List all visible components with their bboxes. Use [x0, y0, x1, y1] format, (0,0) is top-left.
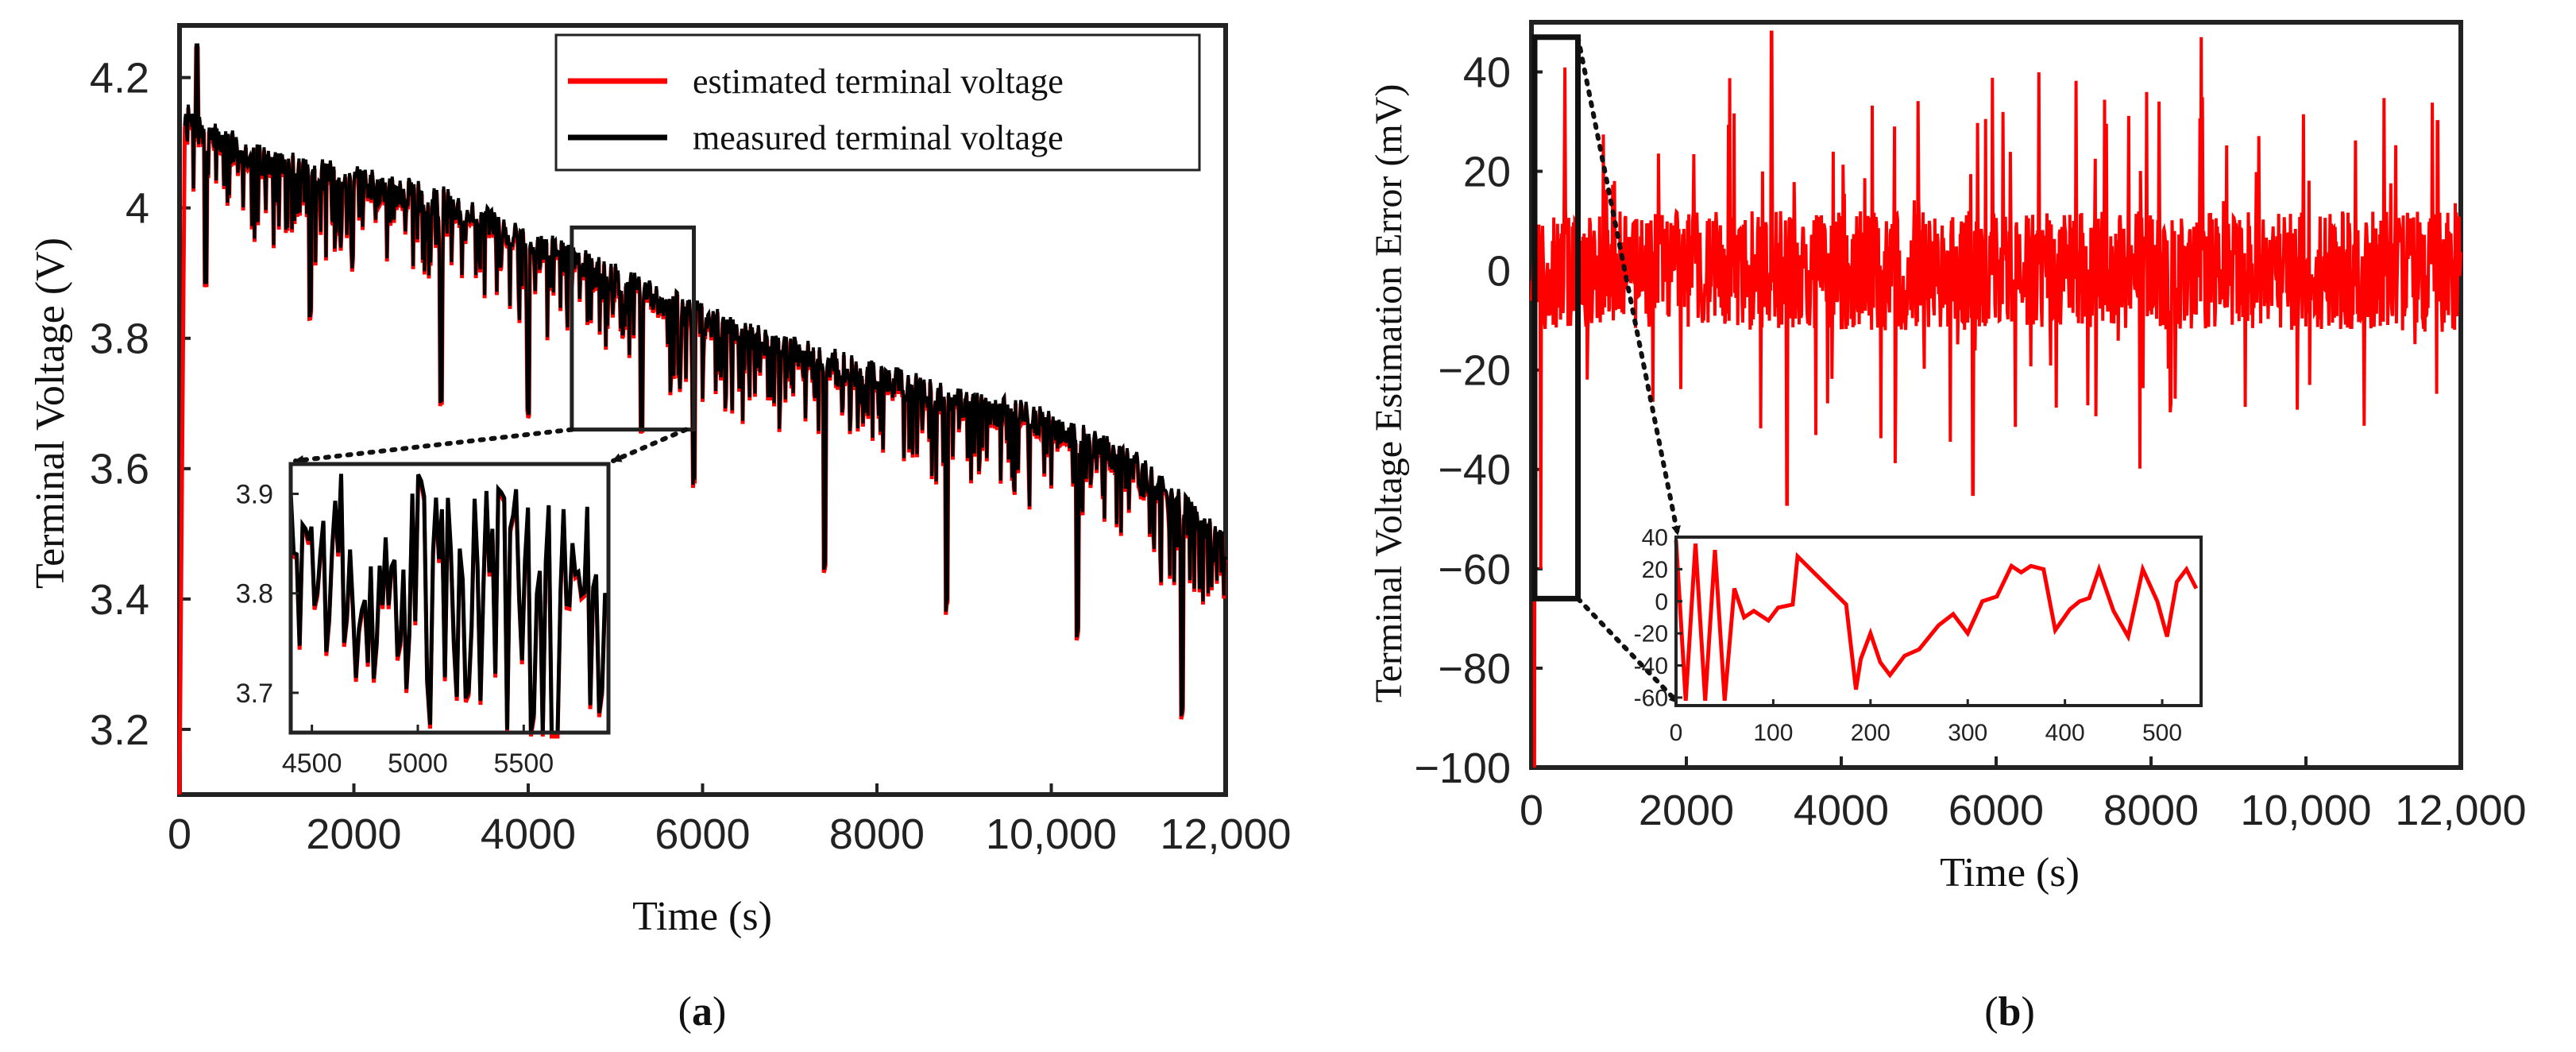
x-tick-label: 0: [168, 810, 191, 858]
x-tick-label: 2000: [306, 810, 401, 858]
y-tick-label: 3.9: [236, 479, 273, 509]
panel-b-caption-letter: b: [1999, 989, 2022, 1035]
panel-a-legend: estimated terminal voltage measured term…: [554, 33, 1201, 172]
y-tick-label: 3.2: [90, 706, 149, 754]
x-tick-label: 5000: [388, 748, 448, 779]
x-tick-label: 8000: [829, 810, 925, 858]
x-tick-label: 4000: [1794, 787, 1889, 834]
panel-b-inset-y-ticks: -60 -40 -20 0 20 40: [1634, 525, 1682, 711]
y-tick-label: −80: [1438, 645, 1511, 693]
panel-b-caption: (b): [1984, 989, 2035, 1035]
y-tick-label: 0: [1487, 248, 1511, 296]
panel-b-zoom-box: [1531, 34, 1581, 601]
y-tick-label: 3.4: [90, 576, 149, 624]
y-tick-label: 20: [1642, 557, 1668, 583]
panel-a-y-ticks: 3.2 3.4 3.6 3.8 4 4.2: [90, 55, 191, 754]
panel-b: 0 2000 4000 6000 8000 10,000 12,000 −100−80−60…: [1368, 20, 2527, 1035]
panel-a-x-axis-label: Time (s): [632, 894, 772, 939]
y-tick-label: 3.7: [236, 679, 273, 709]
panel-b-zoom-arrow-top: [1575, 34, 1681, 536]
panel-b-x-ticks: 0 2000 4000 6000 8000 10,000 12,000: [1520, 756, 2527, 834]
panel-b-inset-x-ticks: 0 100 200 300 400 500: [1670, 699, 2182, 746]
x-tick-label: 100: [1753, 720, 1793, 746]
legend-label-estimated: estimated terminal voltage: [693, 62, 1064, 101]
y-tick-label: −100: [1414, 745, 1511, 792]
series-measured-line: [183, 43, 1227, 717]
x-tick-label: 12,000: [1160, 810, 1291, 858]
x-tick-label: 8000: [2103, 787, 2199, 834]
inset-error-line: [1674, 540, 2199, 702]
y-tick-label: 4: [126, 185, 149, 233]
x-tick-label: 500: [2142, 720, 2182, 746]
x-tick-label: 300: [1948, 720, 1987, 746]
panel-a-caption-open: (: [678, 989, 692, 1035]
panel-a: 0 2000 4000 6000 8000 10,000 12,000 3.23.43.63…: [28, 23, 1292, 1035]
panel-b-inset-series: [1674, 540, 2199, 702]
panel-a-zoom-arrow-left: [293, 427, 574, 465]
x-tick-label: 10,000: [986, 810, 1117, 858]
x-tick-label: 5500: [494, 748, 554, 779]
y-tick-label: 0: [1655, 589, 1668, 615]
panel-a-zoom-arrow-right: [611, 427, 689, 463]
y-tick-label: 3.8: [90, 315, 149, 363]
panel-b-caption-close: ): [2021, 989, 2034, 1035]
panel-a-caption-close: ): [713, 989, 726, 1035]
panel-b-series: [1530, 30, 2462, 768]
y-tick-label: 4.2: [90, 55, 149, 102]
panel-b-inset-frame: [1674, 536, 2203, 707]
x-tick-label: 12,000: [2395, 787, 2526, 834]
x-tick-label: 0: [1670, 720, 1683, 746]
y-tick-label: -20: [1634, 621, 1668, 648]
panel-b-inset-background: [1676, 537, 2201, 706]
panel-b-caption-open: (: [1984, 989, 1998, 1035]
panel-a-caption: (a): [678, 989, 727, 1035]
panel-a-inset-frame: [288, 462, 611, 735]
x-tick-label: 400: [2045, 720, 2085, 746]
x-tick-label: 6000: [655, 810, 750, 858]
panel-b-y-axis-label: Terminal Voltage Estimation Error (mV): [1368, 84, 1410, 703]
x-tick-label: 2000: [1639, 787, 1734, 834]
legend-box: [554, 33, 1201, 172]
y-tick-label: 3.6: [90, 446, 149, 493]
y-tick-label: -40: [1634, 653, 1668, 679]
y-tick-label: 3.8: [236, 579, 273, 609]
x-tick-label: 4500: [282, 748, 342, 779]
panel-b-zoom-arrow-bottom: [1575, 596, 1680, 705]
y-tick-label: −20: [1438, 347, 1511, 395]
x-tick-label: 10,000: [2240, 787, 2371, 834]
panel-a-inset-x-ticks: 4500 5000 5500: [282, 725, 554, 779]
x-tick-label: 6000: [1948, 787, 2044, 834]
x-tick-label: 0: [1520, 787, 1543, 834]
panel-b-x-axis-label: Time (s): [1940, 850, 2080, 895]
panel-a-caption-letter: a: [692, 989, 713, 1035]
y-tick-label: −60: [1438, 546, 1511, 594]
y-tick-label: -60: [1634, 685, 1668, 711]
panel-a-series: [177, 43, 1228, 795]
y-tick-label: 20: [1463, 149, 1511, 196]
x-tick-label: 200: [1851, 720, 1890, 746]
panel-a-inset-y-ticks: 3.7 3.8 3.9: [236, 479, 299, 709]
panel-a-y-axis-label: Terminal Voltage (V): [28, 238, 73, 589]
panel-a-x-ticks: 0 2000 4000 6000 8000 10,000 12,000: [168, 783, 1292, 858]
y-tick-label: 40: [1463, 48, 1511, 96]
series-error-line: [1530, 30, 2462, 768]
x-tick-label: 4000: [481, 810, 576, 858]
legend-label-measured: measured terminal voltage: [693, 118, 1064, 157]
y-tick-label: −40: [1438, 447, 1511, 494]
y-tick-label: 40: [1642, 525, 1668, 551]
panel-b-y-ticks: −100 −80 −60 −40 −20 0 20 40: [1414, 48, 1543, 792]
panel-a-zoom-box: [570, 225, 697, 432]
